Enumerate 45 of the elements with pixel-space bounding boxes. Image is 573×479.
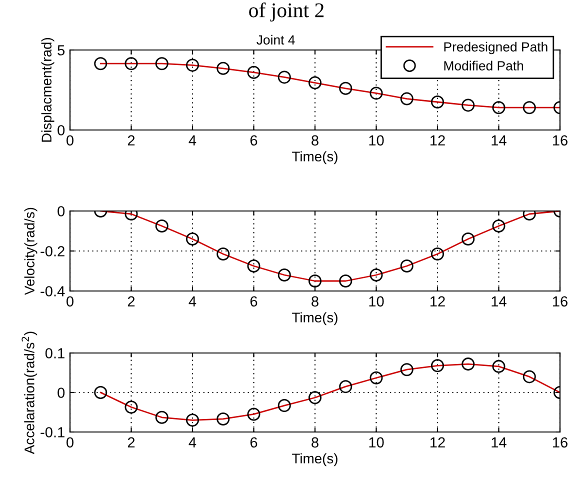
y-tick-label: -0.1 [40, 427, 64, 438]
x-tick-label: 8 [312, 135, 318, 146]
legend-label: Predesigned Path [444, 42, 548, 54]
x-tick-label: 0 [66, 437, 74, 448]
y-tick-label: -0.4 [40, 286, 65, 296]
x-tick-label: 16 [553, 296, 568, 307]
x-tick-label: 2 [128, 296, 135, 306]
y-tick-label: 0 [58, 388, 65, 398]
y-tick-label: -0.2 [40, 246, 64, 256]
y-tick-label: 0.1 [45, 348, 64, 358]
y-tick-label: 0 [58, 125, 65, 136]
x-tick-label: 10 [369, 437, 384, 448]
x-tick-label: 14 [492, 296, 506, 306]
x-tick-label: 2 [128, 437, 135, 448]
x-tick-label: 12 [430, 437, 445, 448]
x-tick-label: 4 [188, 437, 196, 448]
y-tick-label: 0 [58, 206, 65, 216]
x-tick-label: 8 [312, 437, 318, 448]
x-tick-label: 0 [66, 135, 74, 146]
x-tick-label: 10 [369, 296, 384, 307]
y-tick-label: 5 [58, 45, 65, 56]
y-axis-title: Velocity(rad/s) [24, 208, 38, 295]
x-tick-label: 10 [369, 135, 384, 146]
y-axis-title: Displacment(rad) [41, 38, 54, 142]
x-tick-label: 16 [553, 135, 568, 146]
x-tick-label: 2 [128, 135, 135, 146]
x-tick-label: 4 [188, 135, 196, 146]
x-tick-label: 16 [553, 437, 568, 448]
x-tick-label: 0 [66, 296, 74, 307]
x-tick-label: 6 [250, 296, 258, 307]
x-tick-label: 14 [492, 437, 506, 448]
x-tick-label: 4 [188, 296, 196, 306]
x-axis-title: Time(s) [292, 453, 338, 466]
legend-label: Modified Path [444, 60, 524, 70]
x-tick-label: 6 [250, 135, 258, 146]
y-axis-title: Accelaration(rad/s$^{2}$) [22, 332, 38, 454]
x-tick-label: 12 [430, 296, 445, 306]
text: of joint 2 [249, 2, 324, 22]
x-tick-label: 6 [250, 437, 258, 448]
x-axis-title: Time(s) [292, 151, 338, 164]
x-axis-title: Time(s) [292, 312, 338, 326]
x-tick-label: 14 [492, 135, 506, 146]
x-tick-label: 8 [312, 296, 318, 307]
chart-title: Joint 4 [256, 34, 295, 45]
x-tick-label: 12 [430, 135, 445, 146]
